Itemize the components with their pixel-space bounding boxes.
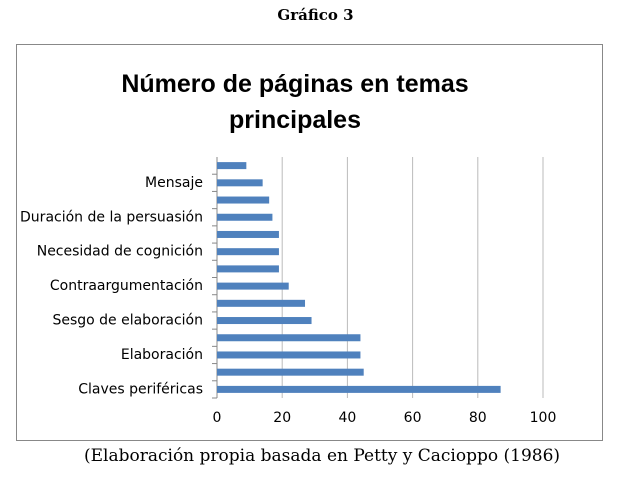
- bar: [217, 368, 364, 376]
- x-tick-label: 40: [338, 410, 356, 426]
- y-tick-label: Duración de la persuasión: [20, 209, 203, 225]
- bar: [217, 196, 270, 204]
- chart-frame: [16, 44, 603, 441]
- bar: [217, 334, 361, 342]
- bar: [217, 282, 289, 290]
- bar: [217, 385, 501, 393]
- y-tick-label: Mensaje: [145, 175, 203, 191]
- caption: (Elaboración propia basada en Petty y Ca…: [84, 446, 561, 466]
- x-tick-label: 20: [273, 410, 291, 426]
- y-tick-label: Contraargumentación: [50, 278, 203, 294]
- x-tick-label: 100: [530, 410, 557, 426]
- y-tick-label: Sesgo de elaboración: [52, 313, 203, 329]
- bar: [217, 213, 273, 221]
- page-title: Gráfico 3: [277, 6, 354, 24]
- bar: [217, 248, 279, 256]
- x-tick-label: 80: [469, 410, 487, 426]
- bar: [217, 162, 247, 170]
- y-tick-label: Necesidad de cognición: [37, 244, 203, 260]
- x-tick-label: 60: [404, 410, 422, 426]
- bar: [217, 265, 279, 273]
- bar: [217, 299, 306, 307]
- bar: [217, 317, 312, 325]
- y-tick-label: Claves periféricas: [78, 381, 203, 397]
- x-tick-label: 0: [213, 410, 222, 426]
- bar: [217, 230, 279, 238]
- bar: [217, 179, 263, 187]
- bar: [217, 351, 361, 359]
- chart-title: Número de páginas en temas principales: [121, 70, 469, 134]
- y-tick-label: Elaboración: [121, 347, 203, 363]
